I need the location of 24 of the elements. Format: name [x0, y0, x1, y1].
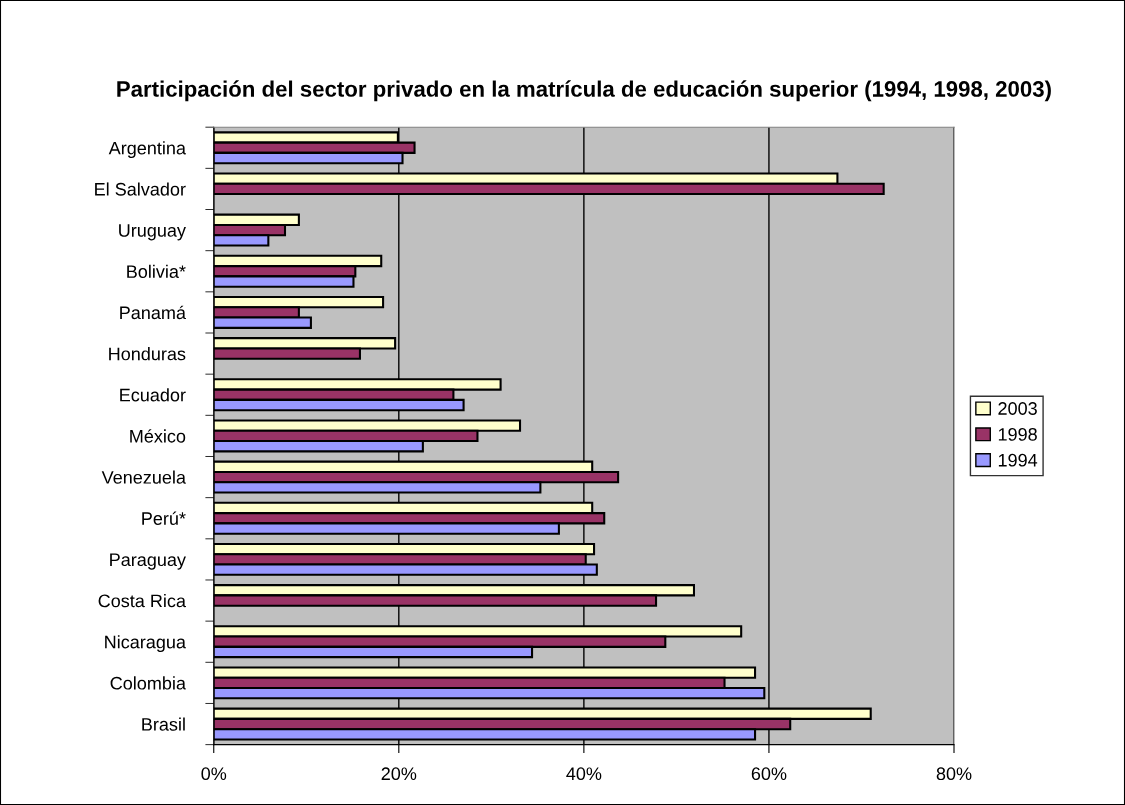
x-tick-label: 20% — [381, 767, 417, 781]
y-tick-label: México — [130, 429, 186, 443]
y-tick-label: Costa Rica — [98, 594, 186, 608]
x-tick-label: 40% — [566, 767, 602, 781]
y-tick-label: Ecuador — [120, 388, 186, 402]
legend-label: 2003 — [998, 402, 1037, 415]
y-tick-label: El Salvador — [95, 182, 186, 196]
legend-label: 1998 — [998, 427, 1037, 441]
y-tick-label: Honduras — [109, 347, 186, 361]
y-tick-label: Nicaragua — [105, 635, 186, 653]
x-tick-label: 0% — [201, 767, 227, 781]
y-tick-label: Colombia — [110, 676, 186, 690]
y-tick-label: Venezuela — [101, 470, 186, 484]
y-tick-label: Brasil — [142, 717, 185, 731]
y-tick-label: Bolivia* — [127, 264, 186, 278]
y-tick-label: Panamá — [120, 305, 186, 320]
x-tick-label: 60% — [751, 767, 787, 781]
x-tick-label: 80% — [936, 767, 972, 781]
chart-title: Participación del sector privado en la matrícula de educación superior (1994, 1998, 2003) — [117, 80, 1051, 102]
y-tick-label: Paraguay — [110, 553, 186, 570]
y-tick-label: Uruguay — [119, 224, 186, 241]
y-tick-label: Perú* — [142, 511, 186, 525]
legend-label: 1994 — [998, 453, 1038, 467]
y-tick-label: Argentina — [108, 141, 186, 159]
